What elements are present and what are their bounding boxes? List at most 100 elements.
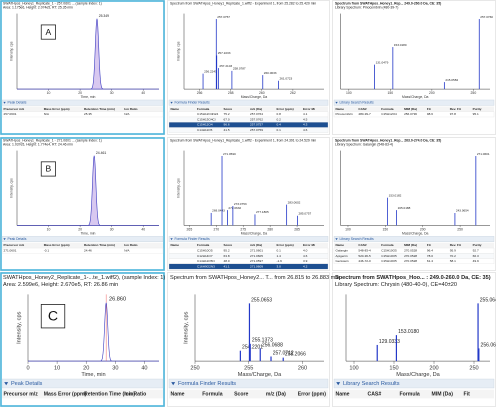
table-cell: 270.0528	[404, 249, 417, 253]
x-tick-label: 20	[78, 227, 82, 231]
table-cell: 25.35	[84, 112, 92, 116]
peak-label: 257.0712	[273, 350, 294, 356]
x-tick-label: 250	[471, 91, 477, 95]
table-cell: 1.4	[277, 254, 282, 258]
table-cell: 4.2	[303, 264, 308, 268]
table-header-cell: Formula	[400, 391, 420, 397]
table-header-cell: Formula	[381, 107, 394, 111]
section-bar	[1, 236, 164, 242]
table-header-cell: Purity	[473, 243, 482, 247]
table-cell: C12H14O7	[197, 254, 213, 258]
peak-label: 258.2066	[285, 352, 306, 358]
table-cell: 24.46	[84, 249, 92, 253]
table-cell: 3.9	[303, 259, 308, 263]
collapse-icon	[3, 101, 6, 104]
table-cell: 98.6	[427, 112, 433, 116]
table-cell: 48.0	[224, 259, 230, 263]
library-subtitle: Library Spectrum: Pinocembrin (480-39-7)	[335, 5, 398, 9]
collapse-icon	[3, 238, 6, 241]
y-axis-label: Intensity, cps	[17, 311, 23, 343]
x-tick-label: 150	[389, 365, 398, 371]
table-cell: 67.0	[224, 117, 230, 121]
x-tick-label: 270	[213, 227, 219, 231]
x-axis-label: Mass/Charge, Da	[241, 95, 267, 99]
peak-label: 256.2245	[204, 69, 217, 73]
section-title: Peak Details	[7, 237, 26, 241]
x-tick-label: 200	[429, 91, 435, 95]
section-bar	[168, 378, 329, 389]
table-header-cell: Formula	[197, 107, 210, 111]
table-cell: 257.0757	[250, 123, 263, 127]
table-cell: 4.0	[303, 249, 308, 253]
table-header-cell: m/z (Da)	[266, 391, 286, 397]
table-cell: C14H11O5N	[197, 259, 215, 263]
peak-label: 131.0479	[376, 60, 389, 64]
chromatogram-title: SWATHpos_Honey1_Replicate_1 - 271.0601 .…	[3, 138, 102, 142]
y-axis-label: Intensity, cps	[9, 178, 13, 198]
peak-label: 256.0688	[262, 342, 283, 348]
collapse-icon	[336, 382, 341, 386]
table-cell: 480-39-7	[358, 112, 371, 116]
table-header-cell: Name	[171, 391, 185, 397]
table-header-cell: Score	[224, 243, 233, 247]
section-title: Formula Finder Results	[178, 381, 236, 387]
table-header-cell: Error (ppm)	[277, 107, 294, 111]
panel-letter-box	[40, 24, 56, 40]
table-header-cell: Formula	[381, 243, 394, 247]
table-cell: C15H10O5	[381, 259, 397, 263]
table-header-cell: MIM (Da)	[432, 391, 454, 397]
table-cell: 92.7	[473, 249, 479, 253]
x-axis-label: Mass/Charge, Da	[396, 372, 440, 378]
x-tick-label: 200	[420, 227, 426, 231]
table-cell: 446-72-0	[358, 259, 371, 263]
table-header	[2, 389, 163, 399]
table-header	[334, 242, 494, 249]
panel-letter-box	[40, 161, 56, 177]
table-header	[2, 106, 163, 112]
y-axis-label: Intensity, cps	[176, 178, 180, 198]
table-header-cell: Error (ppm)	[298, 391, 327, 397]
table-header-cell: Ion Ratio	[124, 243, 137, 247]
x-tick-label: 20	[78, 91, 82, 95]
peak-label: 243.0654	[456, 209, 469, 213]
highlight-frame	[0, 137, 165, 271]
table-cell: 520-36-5	[358, 254, 371, 258]
chromatogram-title: SWATHpos_Honey1_Replicate_1 - 257.0601 .…	[3, 1, 102, 5]
table-cell: 271.0605	[250, 254, 263, 258]
table-cell: C15H10O5	[381, 254, 397, 258]
table-cell: 41.5	[224, 128, 230, 132]
x-tick-label: 40	[141, 91, 145, 95]
table-cell: 63.8	[224, 254, 230, 258]
table-cell: 0.4	[277, 123, 282, 127]
section-title: Formula Finder Results	[174, 237, 210, 241]
x-tick-label: 250	[457, 227, 463, 231]
library-title: Spectrum from SWATHpos_Honey1_Rep... 249…	[335, 1, 441, 5]
x-axis-label: Time, min	[81, 231, 96, 235]
table-cell: 270.0528	[404, 259, 417, 263]
peak-label: 283.0602	[288, 200, 301, 204]
table-header-cell: CAS#	[358, 243, 367, 247]
x-tick-label: 255	[244, 365, 253, 371]
peak-label: 261.0723	[279, 76, 292, 80]
table-cell: 257.0601	[4, 112, 17, 116]
table-header-cell: MIM (Da)	[404, 107, 417, 111]
table-header-cell: Name	[336, 243, 345, 247]
x-tick-label: 150	[387, 91, 393, 95]
x-tick-label: 256	[197, 91, 203, 95]
table-cell: N/A	[124, 112, 130, 116]
table-cell: C15H12O4	[381, 112, 397, 116]
y-axis-label: Intensity, cps	[9, 41, 13, 61]
section-title: Library Search Results	[339, 101, 374, 105]
spectrum-title: Spectrum from SWATHpos_Honey1_Replicate_…	[170, 138, 316, 142]
table-header-cell: Name	[336, 391, 350, 397]
x-tick-label: 200	[429, 365, 438, 371]
table-cell: 70.2	[450, 254, 456, 258]
table-cell: 96.4	[427, 249, 433, 253]
table-header-cell: Fit	[427, 243, 431, 247]
x-axis-label: Mass/Charge, Da	[238, 372, 282, 378]
x-tick-label: 100	[349, 365, 358, 371]
table-cell: 4.5	[303, 117, 308, 121]
table-cell: 270.0528	[404, 254, 417, 258]
peak-label: 153.0180	[394, 43, 407, 47]
